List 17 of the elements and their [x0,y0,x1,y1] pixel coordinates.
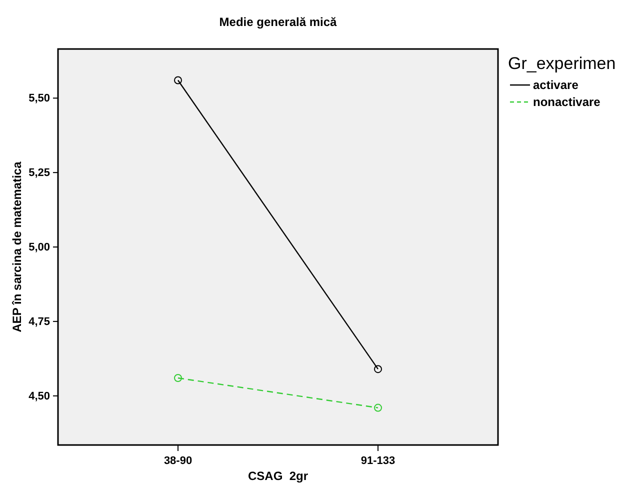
y-tick-label: 4,75 [28,316,50,328]
legend-label: activare [533,78,579,92]
chart-title: Medie generală mică [219,15,338,29]
y-tick-label: 5,50 [28,92,50,105]
legend-label: nonactivare [533,95,601,109]
y-tick-label: 5,00 [28,242,50,254]
x-tick-label: 38-90 [164,454,192,467]
point [174,76,182,84]
y-axis-title: AEP în sarcina de matematica [10,161,24,332]
point [174,374,182,382]
point [374,365,382,374]
x-tick-label: 91-133 [360,454,396,467]
x-axis-title: CSAG 2gr [248,469,308,483]
point [374,404,382,412]
y-tick-label: 4,50 [28,390,50,402]
y-tick-label: 5,25 [28,167,50,180]
legend-title: Gr_experimen [508,54,616,73]
